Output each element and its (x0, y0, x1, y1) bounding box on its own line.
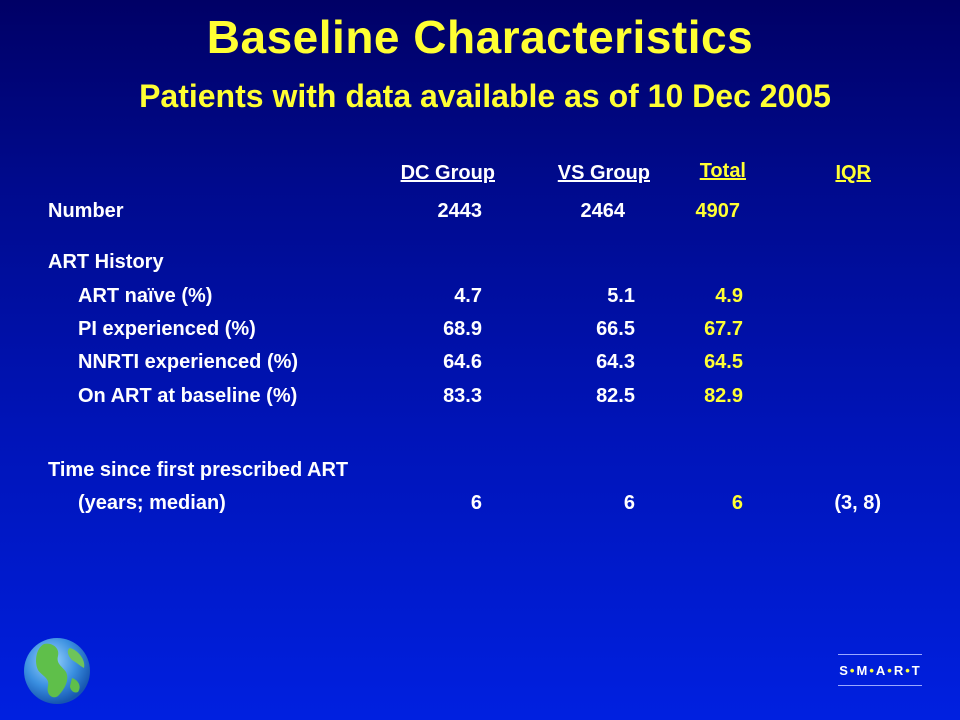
cell-number-vs: 2464 (580, 200, 626, 222)
logo-letter-t: T (911, 662, 921, 678)
cell-art-naive-vs: 5.1 (607, 285, 635, 307)
row-label-nnrti-experienced: NNRTI experienced (%) (78, 351, 299, 373)
logo-letter-a: A (875, 662, 887, 678)
logo-letter-s: S (839, 662, 849, 678)
section-label-art-history: ART History (48, 251, 164, 273)
column-header-dc: DC Group (400, 162, 495, 184)
cell-years-dc: 6 (470, 492, 482, 514)
cell-nnrti-vs: 64.3 (596, 351, 635, 373)
row-label-number: Number (48, 200, 124, 222)
slide-title: Baseline Characteristics (206, 11, 754, 63)
cell-years-iqr: (3, 8) (834, 492, 881, 514)
row-label-on-art: On ART at baseline (%) (78, 385, 298, 407)
logo-letter-r: R (893, 662, 905, 678)
cell-art-naive-total: 4.9 (715, 285, 743, 307)
logo-dot: • (869, 662, 875, 678)
cell-on-art-vs: 82.5 (596, 385, 635, 407)
row-label-years-median: (years; median) (78, 492, 226, 514)
cell-on-art-total: 82.9 (704, 385, 743, 407)
smart-logo: S • M • A • R • T (838, 654, 922, 686)
row-label-pi-experienced: PI experienced (%) (78, 318, 256, 340)
section-label-time-since-art: Time since first prescribed ART (48, 459, 349, 481)
logo-dot: • (905, 662, 911, 678)
column-header-iqr: IQR (835, 162, 871, 184)
logo-dot: • (887, 662, 893, 678)
cell-years-total: 6 (731, 492, 743, 514)
cell-on-art-dc: 83.3 (443, 385, 482, 407)
cell-pi-vs: 66.5 (596, 318, 635, 340)
cell-art-naive-dc: 4.7 (454, 285, 482, 307)
column-header-total: Total (699, 160, 746, 182)
column-header-vs: VS Group (557, 162, 650, 184)
cell-number-total: 4907 (695, 200, 741, 222)
cell-nnrti-total: 64.5 (704, 351, 743, 373)
cell-pi-total: 67.7 (704, 318, 743, 340)
cell-nnrti-dc: 64.6 (443, 351, 482, 373)
slide-subtitle: Patients with data available as of 10 De… (139, 78, 831, 114)
globe-icon (24, 638, 90, 704)
cell-number-dc: 2443 (437, 200, 483, 222)
cell-years-vs: 6 (623, 492, 635, 514)
logo-letter-m: M (856, 662, 869, 678)
logo-dot: • (849, 662, 856, 678)
cell-pi-dc: 68.9 (443, 318, 482, 340)
row-label-art-naive: ART naïve (%) (78, 285, 213, 307)
